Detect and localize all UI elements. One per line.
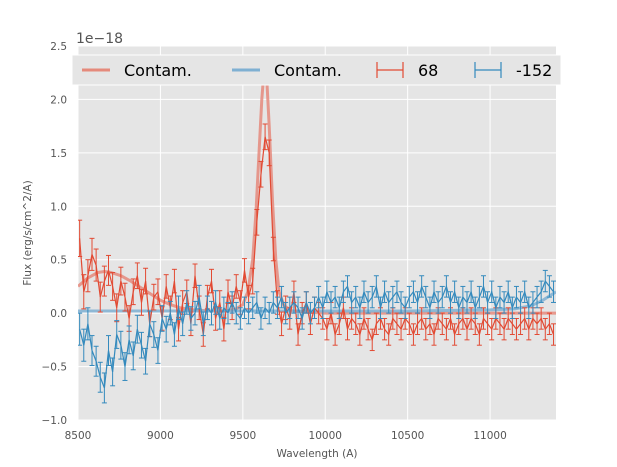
legend-entry: Contam. [232, 61, 342, 80]
legend-label: 68 [418, 61, 438, 80]
x-tick-label: 10500 [391, 430, 424, 442]
x-tick-label: 9000 [147, 430, 174, 442]
legend-label: -152 [516, 61, 552, 80]
x-tick-label: 11000 [473, 430, 506, 442]
x-tick-label: 10000 [309, 430, 342, 442]
y-offset-label: 1e−18 [76, 31, 123, 47]
tick-labels: 8500 9000 9500 10000 10500 11000 −1.0 −0.5 0.0 0.… [42, 41, 507, 442]
y-tick-label: 2.5 [50, 41, 67, 53]
x-tick-label: 9500 [229, 430, 256, 442]
legend-entry: -152 [474, 61, 552, 80]
y-tick-label: 2.0 [50, 94, 67, 106]
series-layer [78, 65, 556, 404]
legend-entry: 68 [376, 61, 438, 80]
series-line [79, 136, 555, 342]
legend-label: Contam. [274, 61, 342, 80]
legend: Contam. Contam. 68 -152 [71, 54, 562, 86]
plot-background [78, 46, 556, 420]
legend-label: Contam. [124, 61, 192, 80]
y-tick-label: 1.0 [50, 201, 67, 213]
series-3 [78, 269, 556, 404]
y-axis-label: Flux (erg/s/cm^2/A) [22, 180, 34, 285]
grid-lines [77, 45, 556, 421]
y-tick-label: −0.5 [42, 362, 68, 374]
x-axis-label: Wavelength (A) [276, 448, 357, 460]
legend-entry: Contam. [82, 61, 192, 80]
series-1 [78, 290, 556, 313]
y-tick-label: 0.0 [50, 308, 67, 320]
y-tick-label: 0.5 [50, 255, 67, 267]
x-tick-label: 8500 [65, 430, 92, 442]
contam-line [78, 290, 556, 313]
y-tick-label: −1.0 [42, 415, 68, 427]
y-tick-label: 1.5 [50, 148, 67, 160]
series-line [79, 279, 554, 389]
